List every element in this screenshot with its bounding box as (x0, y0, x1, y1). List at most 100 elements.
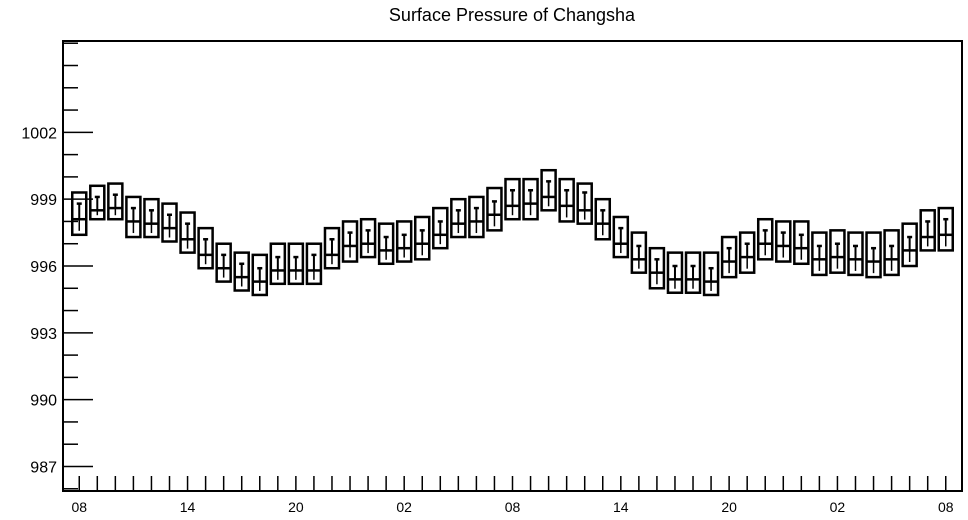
box-item (468, 195, 485, 239)
x-tick-label: 08 (71, 499, 87, 515)
box-item (738, 231, 756, 274)
box-item (233, 251, 250, 292)
box-item (70, 191, 88, 237)
box-item (432, 206, 449, 250)
box-rect (630, 231, 648, 274)
x-tick-label: 08 (938, 499, 954, 515)
box-item (594, 197, 612, 241)
box-rect (161, 202, 178, 243)
box-rect (594, 197, 612, 241)
box-rect (70, 191, 88, 237)
box-rect (937, 206, 955, 252)
x-tick-label: 08 (505, 499, 521, 515)
box-item (847, 231, 864, 277)
box-rect (251, 253, 269, 297)
x-tick-label: 20 (721, 499, 737, 515)
box-rect (432, 206, 449, 250)
box-rect (901, 222, 918, 268)
box-rect (847, 231, 864, 277)
box-item (901, 222, 918, 268)
box-rect (377, 222, 395, 266)
box-rect (540, 168, 557, 212)
box-item (305, 242, 323, 286)
box-rect (576, 182, 593, 225)
box-rect (522, 177, 539, 221)
box-rect (865, 231, 882, 279)
y-tick-label: 993 (30, 326, 57, 343)
box-item (161, 202, 178, 243)
box-item (540, 168, 557, 212)
box-item (630, 231, 648, 274)
box-item (829, 229, 846, 274)
x-tick-label: 02 (396, 499, 412, 515)
chart-title: Surface Pressure of Changsha (389, 5, 636, 25)
box-rect (684, 251, 702, 294)
y-tick-label: 999 (30, 192, 57, 209)
box-item (558, 177, 575, 223)
box-rect (143, 197, 160, 239)
box-rect (233, 251, 250, 292)
box-item (612, 215, 630, 259)
box-rect (720, 235, 738, 279)
box-rect (738, 231, 756, 274)
box-item (684, 251, 702, 294)
box-rect (323, 226, 341, 270)
box-item (89, 184, 106, 221)
x-tick-label: 14 (180, 499, 196, 515)
box-rect (468, 195, 485, 239)
box-rect (919, 209, 936, 252)
box-item (883, 229, 900, 277)
box-item (107, 182, 124, 221)
box-item (648, 246, 666, 290)
box-item (811, 231, 828, 277)
box-rect (197, 226, 214, 270)
box-item (215, 242, 232, 283)
box-item (143, 197, 160, 239)
y-tick-label: 1002 (21, 125, 57, 142)
box-item (341, 220, 359, 263)
x-tick-label: 14 (613, 499, 629, 515)
box-rect (702, 251, 720, 297)
box-item (504, 177, 521, 221)
box-rect (215, 242, 232, 283)
box-rect (558, 177, 575, 223)
box-rect (179, 211, 196, 254)
box-rect (269, 242, 287, 286)
box-item (179, 211, 196, 254)
y-tick-label: 987 (30, 459, 57, 476)
box-item (522, 177, 539, 221)
box-rect (107, 182, 124, 221)
box-item (377, 222, 395, 266)
box-rect (125, 195, 142, 239)
box-rect (775, 220, 792, 263)
box-item (269, 242, 287, 286)
box-item (197, 226, 214, 270)
box-item (756, 217, 774, 261)
box-item (720, 235, 738, 279)
box-rect (450, 197, 467, 239)
box-item (323, 226, 341, 270)
box-item (486, 186, 503, 232)
y-tick-label: 996 (30, 259, 57, 276)
box-rect (793, 220, 810, 266)
box-item (395, 220, 413, 263)
box-item (576, 182, 593, 225)
box-rect (413, 215, 431, 261)
box-rect (756, 217, 774, 261)
box-rect (612, 215, 630, 259)
box-item (937, 206, 955, 252)
x-axis: 08 14 20 02 08 14 20 02 08 (71, 476, 954, 515)
box-rect (89, 184, 106, 221)
box-item (287, 242, 305, 286)
box-item (251, 253, 269, 297)
y-tick-label: 990 (30, 393, 57, 410)
box-item (775, 220, 792, 263)
box-item (413, 215, 431, 261)
box-rect (648, 246, 666, 290)
box-item (125, 195, 142, 239)
box-rect (666, 251, 684, 294)
box-item (865, 231, 882, 279)
box-rect (504, 177, 521, 221)
x-tick-label: 20 (288, 499, 304, 515)
box-item (450, 197, 467, 239)
